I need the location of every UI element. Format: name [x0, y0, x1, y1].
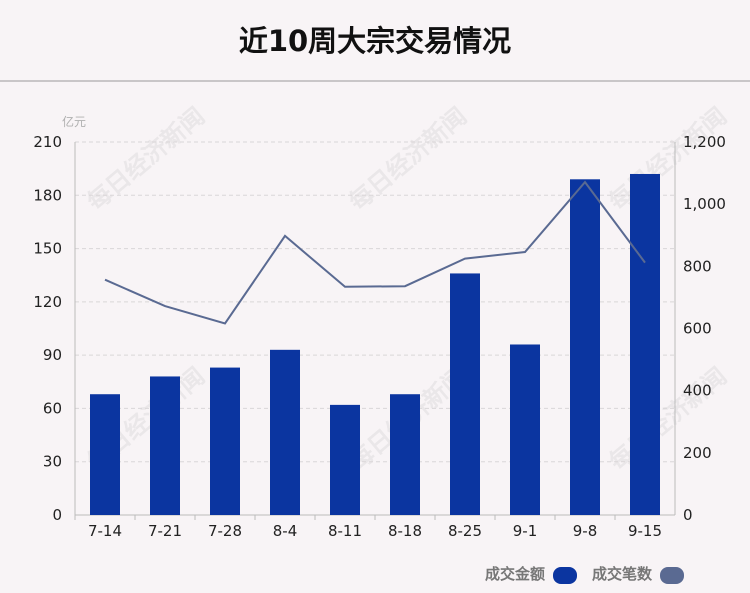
right-axis-tick-label: 200 [683, 444, 712, 462]
left-axis-tick-label: 90 [43, 346, 62, 364]
left-axis-tick-label: 150 [33, 240, 62, 258]
bar [630, 173, 660, 515]
left-axis-tick-label: 0 [52, 506, 62, 524]
x-axis-tick-label: 8-25 [448, 522, 482, 540]
right-axis-tick-label: 400 [683, 382, 712, 400]
chart-title: 近10周大宗交易情况 [238, 24, 512, 58]
left-axis-tick-label: 60 [43, 399, 62, 417]
right-axis-tick-label: 600 [683, 320, 712, 338]
left-axis-tick-label: 180 [33, 186, 62, 204]
legend-label-amount: 成交金额 [485, 565, 546, 583]
right-axis-tick-label: 0 [683, 506, 693, 524]
bar [210, 367, 240, 515]
title-divider [0, 80, 750, 82]
left-axis-tick-label: 120 [33, 293, 62, 311]
x-axis-tick-label: 7-28 [208, 522, 242, 540]
bar [270, 349, 300, 515]
x-axis-tick-label: 8-4 [273, 522, 298, 540]
x-axis-tick-label: 8-11 [328, 522, 362, 540]
legend-swatch-amount [553, 567, 577, 584]
bar [330, 404, 360, 515]
x-axis-tick-label: 9-1 [513, 522, 538, 540]
bar [150, 376, 180, 515]
left-axis-unit: 亿元 [62, 115, 87, 129]
right-axis-tick-label: 800 [683, 257, 712, 275]
bar [510, 344, 540, 515]
left-axis-tick-label: 30 [43, 453, 62, 471]
x-axis-tick-label: 7-21 [148, 522, 182, 540]
x-axis-tick-label: 9-15 [628, 522, 662, 540]
right-axis-tick-label: 1,200 [683, 133, 726, 151]
right-axis-tick-label: 1,000 [683, 195, 726, 213]
x-axis-tick-label: 7-14 [88, 522, 122, 540]
bar [90, 394, 120, 515]
bar [390, 394, 420, 515]
left-axis-tick-label: 210 [33, 133, 62, 151]
x-axis-tick-label: 8-18 [388, 522, 422, 540]
legend-label-count: 成交笔数 [592, 565, 653, 583]
bar [570, 179, 600, 516]
bar [450, 273, 480, 515]
line-series-count [104, 180, 646, 325]
x-axis-tick-label: 9-8 [573, 522, 598, 540]
legend-swatch-count [660, 567, 684, 584]
